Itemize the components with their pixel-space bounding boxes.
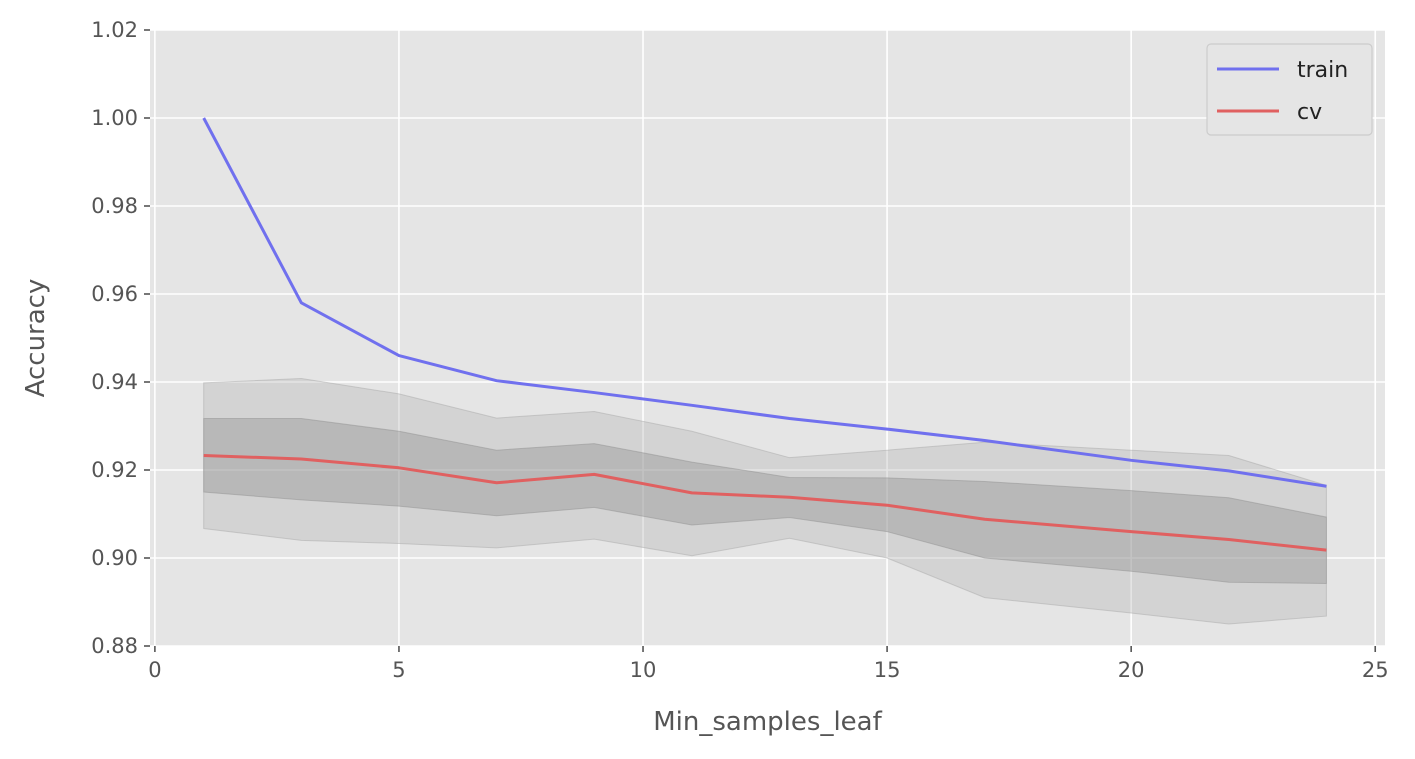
plot-background <box>150 30 1385 646</box>
line-train <box>202 117 1327 488</box>
y-tick-label: 1.02 <box>91 18 138 42</box>
confidence-bands <box>203 377 1327 625</box>
band-cv-2std <box>203 377 1327 625</box>
axis-ticks: 0 5 10 15 20 25 0.88 0.90 0.92 0.94 0.96 0.98 1.00 1.… <box>91 18 1388 682</box>
grid-lines <box>150 29 1385 647</box>
y-tick-label: 1.00 <box>91 106 138 130</box>
x-tick-label: 10 <box>630 658 657 682</box>
legend-label-cv: cv <box>1297 100 1322 125</box>
x-tick-label: 5 <box>392 658 405 682</box>
series-lines <box>202 117 1327 552</box>
y-tick-label: 0.94 <box>91 370 138 394</box>
x-tick-label: 0 <box>148 658 161 682</box>
x-tick-label: 15 <box>874 658 901 682</box>
line-cv <box>203 453 1327 552</box>
x-tick-label: 25 <box>1362 658 1389 682</box>
x-axis-label: Min_samples_leaf <box>653 707 882 737</box>
y-axis-label: Accuracy <box>21 279 51 398</box>
y-tick-label: 0.92 <box>91 458 138 482</box>
x-tick-label: 20 <box>1118 658 1145 682</box>
y-tick-label: 0.88 <box>91 634 138 658</box>
legend: train cv <box>1206 43 1373 136</box>
y-tick-label: 0.96 <box>91 282 138 306</box>
y-tick-label: 0.98 <box>91 194 138 218</box>
legend-label-train: train <box>1297 58 1348 83</box>
y-tick-label: 0.90 <box>91 546 138 570</box>
